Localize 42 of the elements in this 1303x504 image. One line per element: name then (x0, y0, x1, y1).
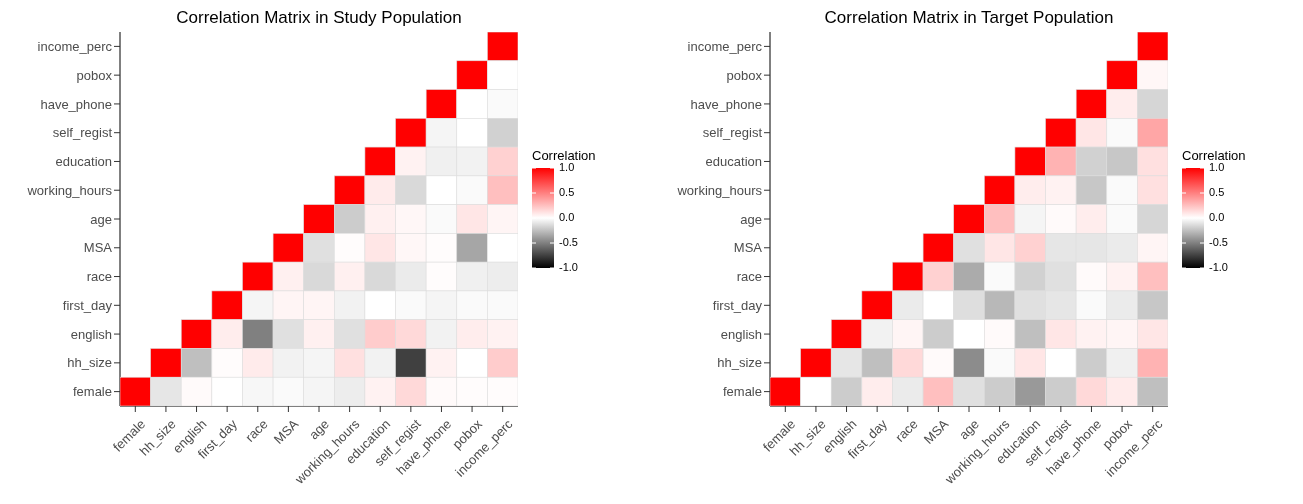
y-tick-label: pobox (76, 67, 113, 83)
y-tick-label: female (722, 384, 762, 400)
color-bar-label: -1.0 (1209, 260, 1228, 273)
y-tick-label: english (720, 326, 762, 342)
x-tick-label: race (892, 416, 921, 445)
y-tick-label: race (86, 269, 112, 285)
y-tick-label: MSA (83, 240, 113, 256)
y-tick-label: female (72, 384, 112, 400)
y-tick-label: working_hours (676, 182, 763, 198)
y-tick-label: race (736, 269, 762, 285)
y-tick-label: first_day (62, 297, 113, 313)
chart-title: Correlation Matrix in Target Population (823, 8, 1115, 28)
color-bar-label: -0.5 (1209, 235, 1228, 248)
y-tick-label: have_phone (40, 96, 112, 112)
y-tick-label: hh_size (717, 355, 762, 371)
y-tick-label: have_phone (690, 96, 762, 112)
color-bar-label: 0.5 (559, 185, 575, 198)
y-tick-label: age (90, 211, 112, 227)
y-tick-label: self_regist (702, 125, 763, 141)
y-tick-label: income_perc (37, 39, 113, 54)
y-tick-label: MSA (733, 240, 763, 256)
y-tick-label: hh_size (67, 355, 112, 371)
color-bar-label: 1.0 (1209, 160, 1225, 173)
y-tick-label: education (705, 154, 762, 170)
chart-title: Correlation Matrix in Study Population (175, 8, 463, 28)
color-bar-label: -1.0 (559, 260, 578, 273)
color-bar-label: -0.5 (559, 235, 578, 248)
y-tick-label: pobox (726, 67, 763, 83)
y-tick-label: working_hours (26, 182, 113, 198)
color-bar-label: 0.5 (1209, 185, 1225, 198)
y-tick-label: first_day (712, 297, 763, 313)
y-tick-label: education (55, 154, 112, 170)
y-tick-label: self_regist (52, 125, 113, 141)
color-bar-label: 1.0 (559, 160, 575, 173)
y-tick-label: age (740, 211, 762, 227)
color-bar-label: 0.0 (1209, 210, 1225, 223)
y-tick-label: income_perc (687, 39, 763, 54)
y-tick-label: english (70, 326, 112, 342)
color-bar-title: Correlation (532, 148, 596, 163)
color-bar-label: 0.0 (559, 210, 575, 223)
color-bar-title: Correlation (1182, 148, 1246, 163)
x-tick-label: race (242, 416, 271, 445)
